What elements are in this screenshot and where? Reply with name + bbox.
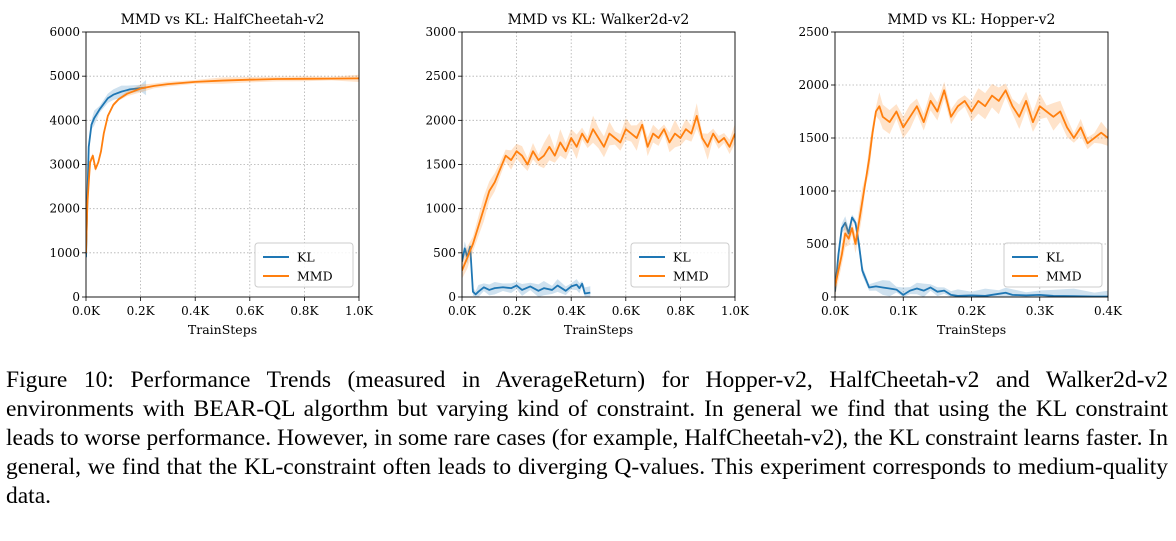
legend-label-kl: KL [297,250,315,265]
y-tick-label: 1500 [798,131,829,145]
figure: 0.0K 0.2K 0.4K 0.6K 0.8K 1.0K 0 1000 2000 3000 400… [49,12,1123,337]
y-tick-label: 1000 [49,246,80,260]
y-tick-label: 6000 [49,25,80,39]
series-band-kl [86,80,147,265]
legend: KL MMD [630,242,730,288]
y-tick-label: 0 [448,290,456,304]
x-axis-label: TrainSteps [564,322,633,337]
legend-label-mmd: MMD [673,269,709,284]
legend-label-kl: KL [673,250,691,265]
legend-label-mmd: MMD [297,269,333,284]
plot-area [86,74,359,265]
x-tick-label: 0.3K [1026,304,1055,318]
y-tick-label: 2000 [798,78,829,92]
x-tick-label: 0.2K [127,304,156,318]
y-tick-label: 3000 [49,158,80,172]
x-tick-label: 0.8K [666,304,695,318]
x-tick-label: 0.4K [557,304,586,318]
x-tick-label: 1.0K [345,304,374,318]
series-line-mmd [835,89,1108,287]
x-tick-label: 0.6K [236,304,265,318]
y-tick-label: 500 [806,237,829,251]
y-tick-label: 4000 [49,113,80,127]
x-tick-label: 0.4K [181,304,210,318]
figure-caption: Figure 10: Performance Trends (measured … [6,367,1168,509]
series-band-kl [462,241,591,297]
y-tick-label: 5000 [49,69,80,83]
x-tick-label: 0.0K [821,304,850,318]
y-tick-label: 1500 [425,158,456,172]
x-tick-label: 0.1K [889,304,918,318]
chart-1: 0.0K 0.2K 0.4K 0.6K 0.8K 1.0K 0 1000 2000 3000 400… [49,12,374,337]
series-line-kl [835,216,1108,297]
x-axis-label: TrainSteps [937,322,1006,337]
y-tick-label: 2500 [425,69,456,83]
x-tick-label: 0.2K [957,304,986,318]
chart-2: 0.0K 0.2K 0.4K 0.6K 0.8K 1.0K 0 500 1000 1500 2000… [425,12,750,337]
x-tick-label: 0.0K [72,304,101,318]
x-tick-label: 0.0K [448,304,477,318]
y-tick-label: 0 [821,290,829,304]
chart-title: MMD vs KL: Walker2d-v2 [508,12,690,28]
legend-label-mmd: MMD [1046,269,1082,284]
chart-title: MMD vs KL: Hopper-v2 [888,12,1056,28]
figure-charts: 0.0K 0.2K 0.4K 0.6K 0.8K 1.0K 0 1000 2000 3000 400… [49,12,1123,337]
legend: KL MMD [254,242,354,288]
y-tick-label: 2000 [49,202,80,216]
x-tick-label: 0.8K [290,304,319,318]
x-tick-label: 0.6K [612,304,641,318]
series-line-kl [86,86,147,258]
y-tick-label: 3000 [425,25,456,39]
x-tick-label: 1.0K [721,304,750,318]
series-line-kl [462,245,591,296]
x-tick-label: 0.4K [1094,304,1123,318]
plot-area [835,81,1108,297]
x-axis-label: TrainSteps [188,322,257,337]
chart-3: 0.0K 0.1K 0.2K 0.3K 0.4K 0 500 1000 1500 2000 2500… [798,12,1123,337]
series-line-mmd [86,77,359,253]
legend: KL MMD [1003,242,1103,288]
y-tick-label: 1000 [425,202,456,216]
plot-area [462,103,735,297]
y-tick-label: 2500 [798,25,829,39]
x-tick-label: 0.2K [503,304,532,318]
y-tick-label: 1000 [798,184,829,198]
y-tick-label: 500 [433,246,456,260]
chart-title: MMD vs KL: HalfCheetah-v2 [121,12,325,28]
y-tick-label: 0 [72,290,80,304]
legend-label-kl: KL [1046,250,1064,265]
y-tick-label: 2000 [425,113,456,127]
series-line-mmd [462,115,735,271]
series-band-mmd [835,81,1108,297]
